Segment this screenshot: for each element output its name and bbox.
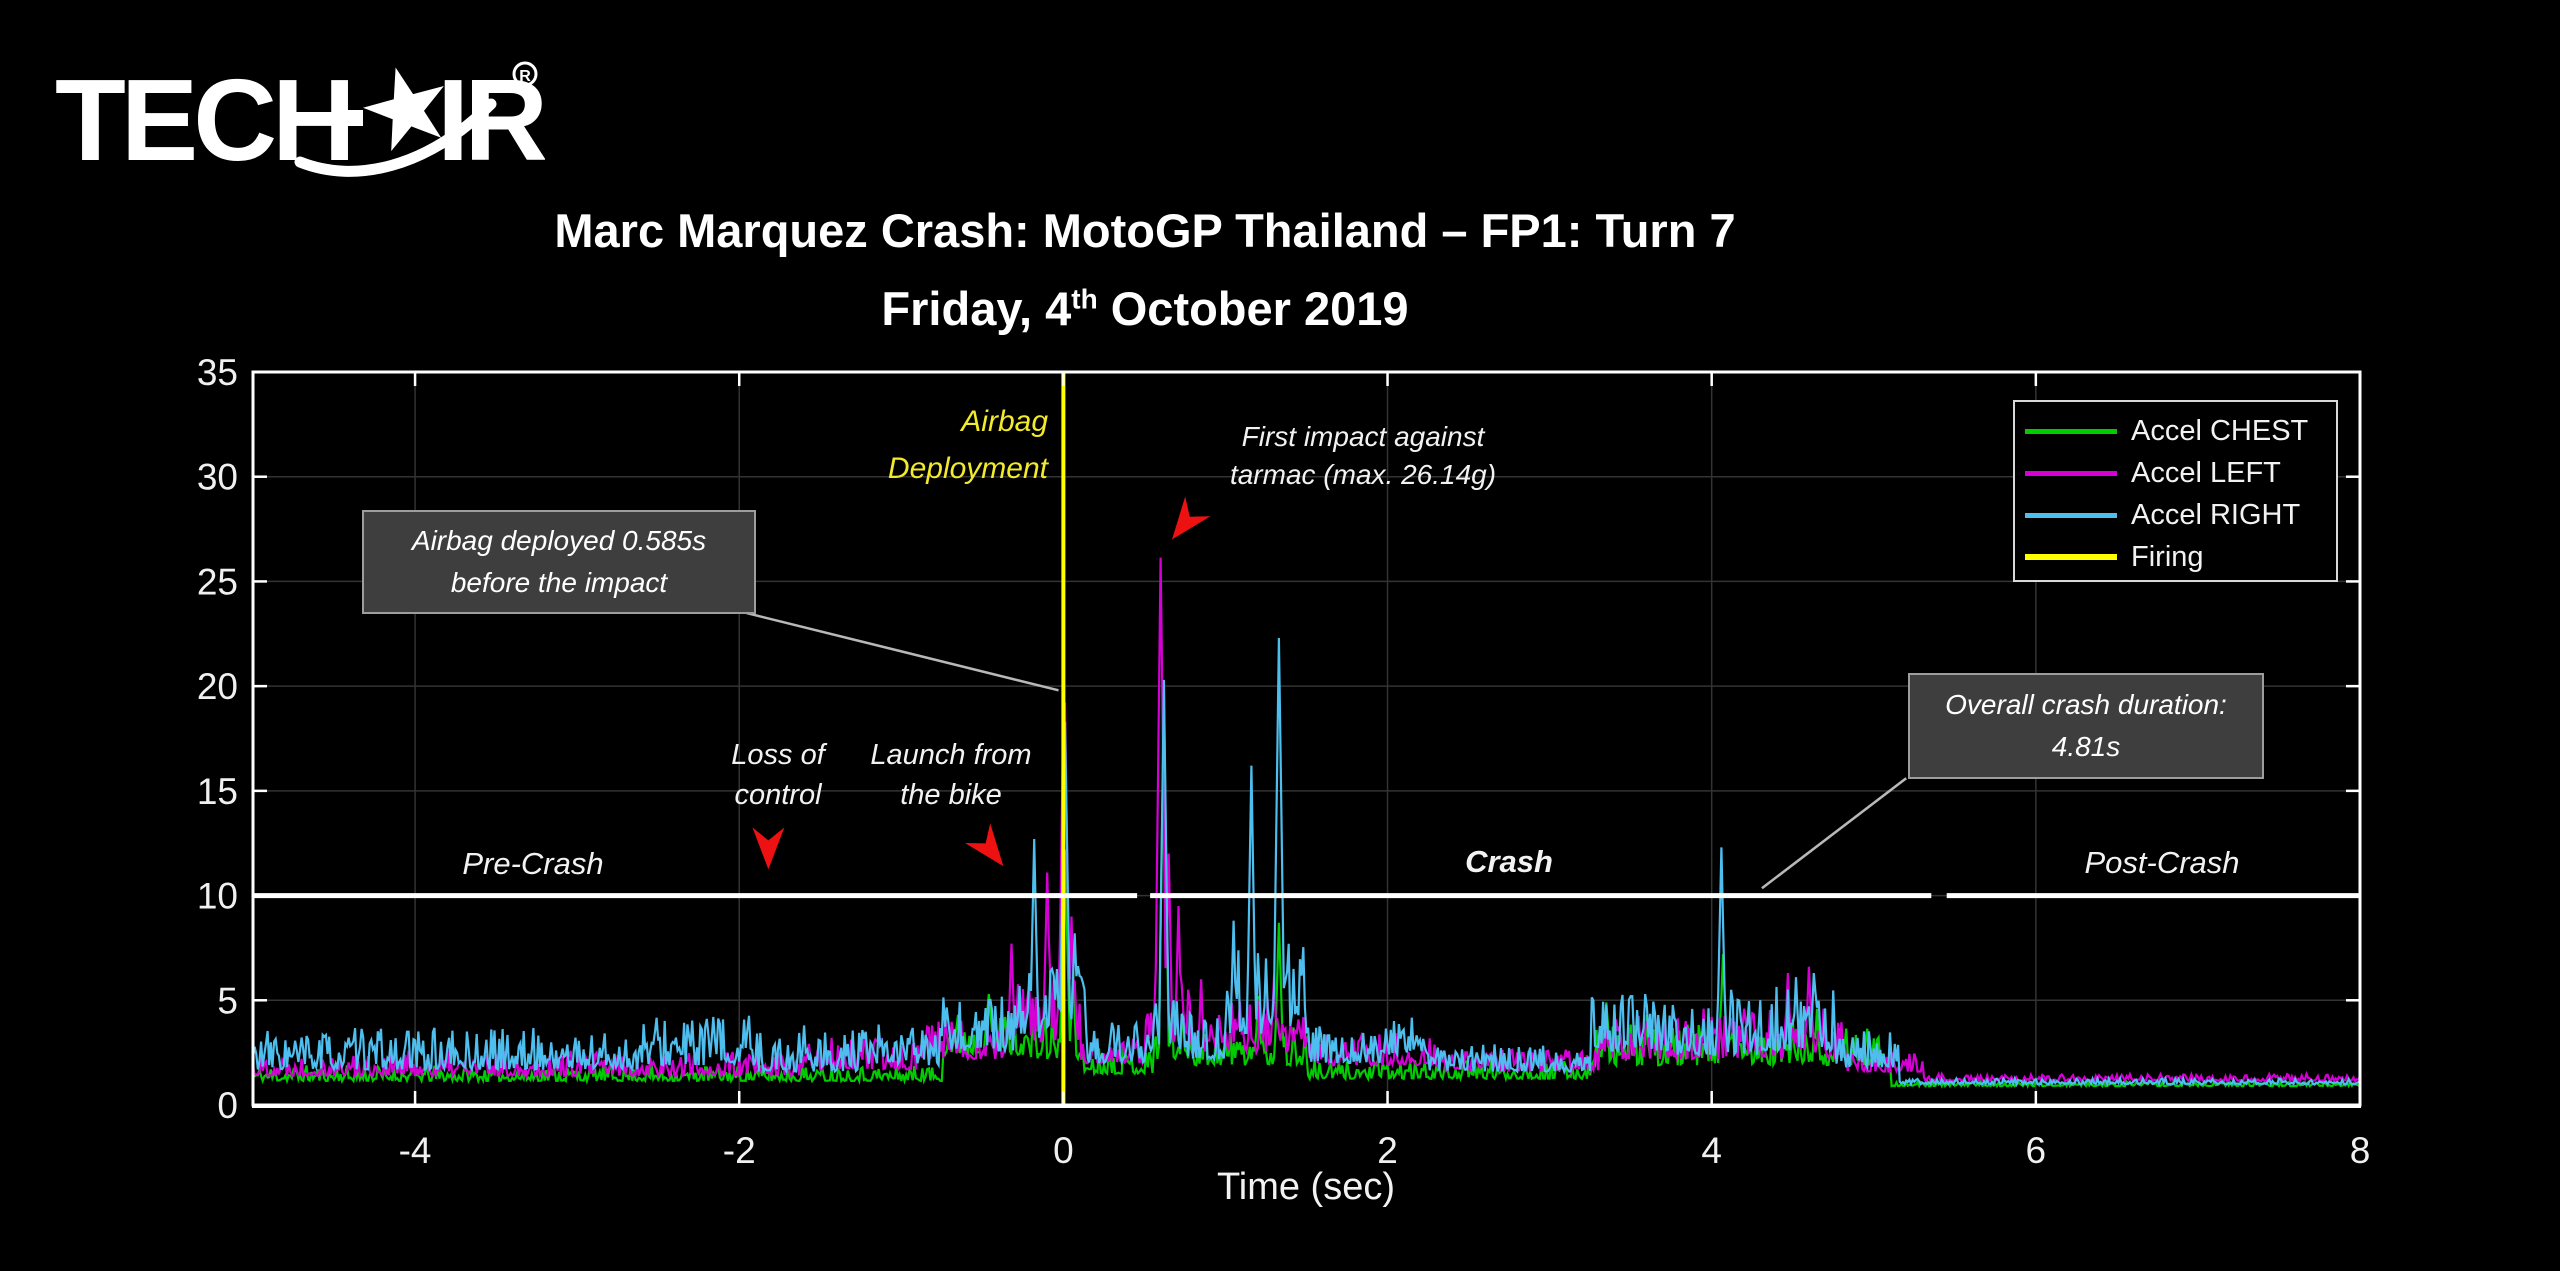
first-impact-line2: tarmac (max. 26.14g) <box>1229 459 1497 490</box>
y-tick-label: 25 <box>197 561 238 602</box>
crash-duration-line1: Overall crash duration: <box>1945 689 2227 720</box>
x-tick-label: 4 <box>1701 1130 1722 1171</box>
legend-line-accel-left <box>2025 470 2117 476</box>
legend-item-accel-right: Accel RIGHT <box>2025 494 2336 536</box>
legend-label-accel-left: Accel LEFT <box>2131 456 2281 489</box>
crash-duration-line2: 4.81s <box>2051 731 2121 762</box>
launch-arrow <box>965 823 1004 867</box>
logo-text-ir: IR <box>437 55 545 185</box>
legend-line-accel-right <box>2025 512 2117 518</box>
title-date-suffix: October 2019 <box>1097 282 1409 335</box>
phase-label-post-crash: Post-Crash <box>2084 845 2240 880</box>
page-title-line2: Friday, 4th October 2019 <box>0 281 2290 336</box>
loss-of-control-line2: control <box>734 779 822 811</box>
first-impact-line1: First impact against <box>1241 421 1485 452</box>
launch-from-bike-line2: the bike <box>900 779 1002 811</box>
callout-leader-line <box>745 611 1059 692</box>
launch-from-bike-label: Launch from the bike <box>851 735 1051 815</box>
registered-mark-icon <box>512 61 538 87</box>
legend-item-accel-left: Accel LEFT <box>2025 452 2336 494</box>
first-impact-label: First impact against tarmac (max. 26.14g… <box>1163 418 1563 494</box>
series-accel-chest <box>252 694 2361 1090</box>
x-tick-label: 6 <box>2026 1130 2047 1171</box>
y-tick-label: 30 <box>197 457 238 498</box>
legend: Accel CHEST Accel LEFT Accel RIGHT Firin… <box>2013 400 2338 582</box>
phase-label-pre-crash: Pre-Crash <box>462 846 604 881</box>
airbag-deployment-line1: Airbag <box>961 405 1048 438</box>
airbag-deployed-callout: Airbag deployed 0.585s before the impact <box>362 510 756 614</box>
x-tick-label: 0 <box>1053 1130 1074 1171</box>
launch-from-bike-line1: Launch from <box>870 739 1032 771</box>
y-tick-label: 15 <box>197 771 238 812</box>
legend-line-accel-chest <box>2025 428 2117 434</box>
x-tick-label: -4 <box>399 1130 432 1171</box>
title-date-ordinal: th <box>1071 283 1098 315</box>
y-tick-label: 0 <box>217 1085 238 1126</box>
airbag-deployment-label: Airbag Deployment <box>888 398 1048 492</box>
airbag-deployed-line2: before the impact <box>450 567 668 598</box>
legend-line-firing <box>2025 554 2117 560</box>
callout-leader-line <box>1761 777 1907 890</box>
y-tick-label: 10 <box>197 876 238 917</box>
airbag-deployed-line1: Airbag deployed 0.585s <box>411 525 707 556</box>
legend-item-firing: Firing <box>2025 536 2336 578</box>
x-axis-title: Time (sec) <box>1216 1166 1396 1208</box>
x-tick-label: -2 <box>723 1130 756 1171</box>
series-accel-left <box>251 557 2362 1085</box>
legend-label-accel-chest: Accel CHEST <box>2131 414 2309 447</box>
loss-of-control-label: Loss of control <box>678 735 878 815</box>
logo-hyphen <box>333 110 363 126</box>
title-date-prefix: Friday, 4 <box>881 282 1072 335</box>
x-tick-label: 2 <box>1377 1130 1398 1171</box>
airbag-deployment-line2: Deployment <box>887 452 1048 485</box>
x-tick-label: 8 <box>2350 1130 2371 1171</box>
y-tick-label: 35 <box>197 352 238 393</box>
first-impact-arrow <box>1172 496 1211 540</box>
loss-of-control-arrow <box>752 827 785 870</box>
legend-item-accel-chest: Accel CHEST <box>2025 410 2336 452</box>
crash-duration-callout: Overall crash duration: 4.81s <box>1908 673 2264 779</box>
logo-swoosh <box>294 98 497 177</box>
tech-air-logo: TECH IR R <box>55 55 545 185</box>
legend-label-accel-right: Accel RIGHT <box>2131 498 2301 531</box>
registered-letter: R <box>519 68 531 85</box>
phase-label-crash: Crash <box>1465 844 1553 879</box>
alpinestars-star-icon <box>363 67 444 152</box>
page-title-line1: Marc Marquez Crash: MotoGP Thailand – FP… <box>554 204 1736 257</box>
loss-of-control-line1: Loss of <box>731 739 825 771</box>
y-tick-label: 5 <box>217 980 238 1021</box>
series-accel-right <box>251 637 2361 1088</box>
legend-label-firing: Firing <box>2131 540 2204 573</box>
y-tick-label: 20 <box>197 666 238 707</box>
